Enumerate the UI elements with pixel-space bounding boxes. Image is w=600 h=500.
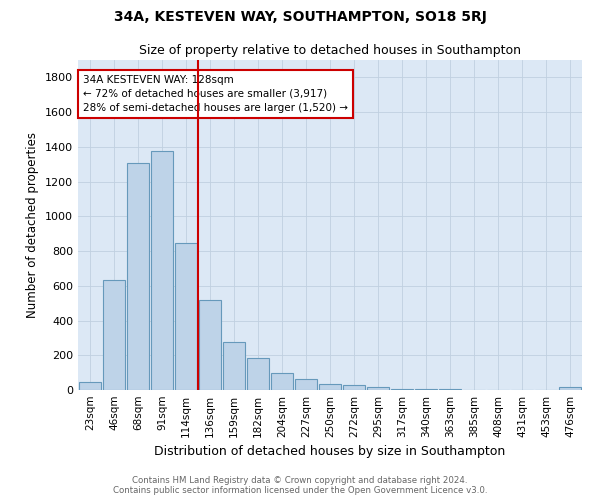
X-axis label: Distribution of detached houses by size in Southampton: Distribution of detached houses by size … [154,446,506,458]
Bar [127,164,149,390]
Bar [175,243,197,390]
Bar [199,300,221,390]
Bar [151,151,173,390]
Title: Size of property relative to detached houses in Southampton: Size of property relative to detached ho… [139,44,521,58]
Bar [319,384,341,390]
Bar [247,358,269,390]
Bar [223,342,245,390]
Bar [79,382,101,390]
Text: 34A KESTEVEN WAY: 128sqm
← 72% of detached houses are smaller (3,917)
28% of sem: 34A KESTEVEN WAY: 128sqm ← 72% of detach… [83,75,348,113]
Bar [343,385,365,390]
Y-axis label: Number of detached properties: Number of detached properties [26,132,40,318]
Text: Contains HM Land Registry data © Crown copyright and database right 2024.
Contai: Contains HM Land Registry data © Crown c… [113,476,487,495]
Bar [103,280,125,390]
Bar [559,388,581,390]
Bar [295,379,317,390]
Bar [367,388,389,390]
Bar [271,372,293,390]
Bar [391,388,413,390]
Text: 34A, KESTEVEN WAY, SOUTHAMPTON, SO18 5RJ: 34A, KESTEVEN WAY, SOUTHAMPTON, SO18 5RJ [113,10,487,24]
Bar [415,389,437,390]
